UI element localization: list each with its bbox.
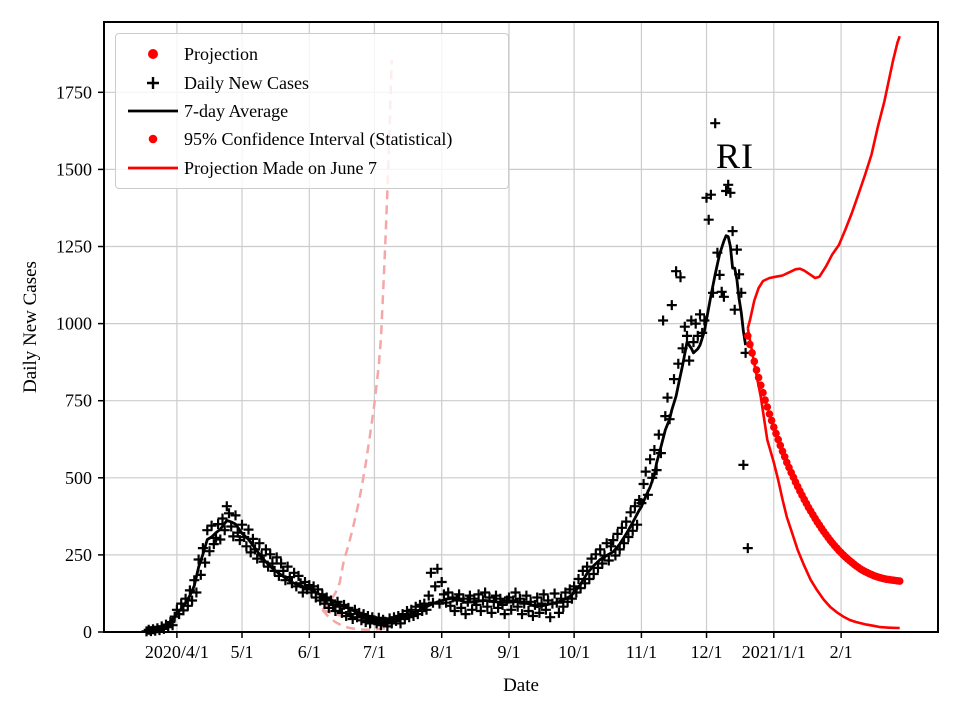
june7-projection-lower-line: [321, 608, 392, 632]
x-tick-label: 7/1: [363, 642, 386, 662]
legend-label: 7-day Average: [184, 100, 289, 121]
legend-label: Projection Made on June 7: [184, 157, 377, 178]
plus-marker-icon: [122, 73, 184, 93]
x-tick-label: 12/1: [691, 642, 723, 662]
ci-upper-line: [746, 35, 901, 329]
y-tick-label: 1000: [56, 314, 92, 334]
legend-item-projection: Projection: [122, 40, 508, 68]
y-tick-label: 250: [65, 545, 92, 565]
y-tick-label: 1750: [56, 82, 92, 102]
x-axis-label: Date: [503, 675, 539, 696]
axis-ticks: 2020/4/1 5/1 6/1 7/1 8/1 9/1 10/1 11/1 12/1 2021/…: [56, 82, 853, 662]
legend-label: 95% Confidence Interval (Statistical): [184, 129, 453, 150]
x-tick-label: 11/1: [626, 642, 657, 662]
legend-label: Daily New Cases: [184, 72, 309, 93]
seven-day-average-line: [148, 234, 747, 633]
x-tick-label: 10/1: [558, 642, 590, 662]
x-tick-label: 6/1: [298, 642, 321, 662]
red-dot-icon: [122, 44, 184, 64]
red-line-icon: [122, 158, 184, 178]
ci-lower-line: [746, 327, 900, 630]
legend-item-daily-new-cases: Daily New Cases: [122, 68, 508, 96]
red-dot-small-icon: [122, 129, 184, 149]
plot-border: [103, 21, 939, 633]
x-tick-label: 2020/4/1: [145, 642, 209, 662]
daily-new-cases-markers: [141, 118, 753, 637]
legend-item-confidence-interval: 95% Confidence Interval (Statistical): [122, 125, 508, 153]
legend-item-june7-projection: Projection Made on June 7: [122, 154, 508, 182]
june7-projection-upper-line: [321, 59, 394, 611]
y-tick-label: 750: [65, 391, 92, 411]
x-tick-label: 2021/1/1: [742, 642, 806, 662]
x-tick-label: 9/1: [497, 642, 520, 662]
legend-label: Projection: [184, 44, 258, 65]
y-tick-label: 0: [83, 622, 92, 642]
projection-dots: [744, 332, 904, 585]
legend: Projection Daily New Cases 7-day Average…: [115, 33, 509, 189]
legend-item-7day-average: 7-day Average: [122, 97, 508, 125]
y-tick-label: 500: [65, 468, 92, 488]
x-tick-label: 8/1: [430, 642, 453, 662]
black-line-icon: [122, 101, 184, 121]
x-tick-label: 2/1: [830, 642, 853, 662]
y-tick-label: 1500: [56, 159, 92, 179]
y-tick-label: 1250: [56, 237, 92, 257]
state-annotation: RI: [716, 136, 754, 176]
x-tick-label: 5/1: [231, 642, 254, 662]
y-axis-label: Daily New Cases: [20, 261, 41, 393]
